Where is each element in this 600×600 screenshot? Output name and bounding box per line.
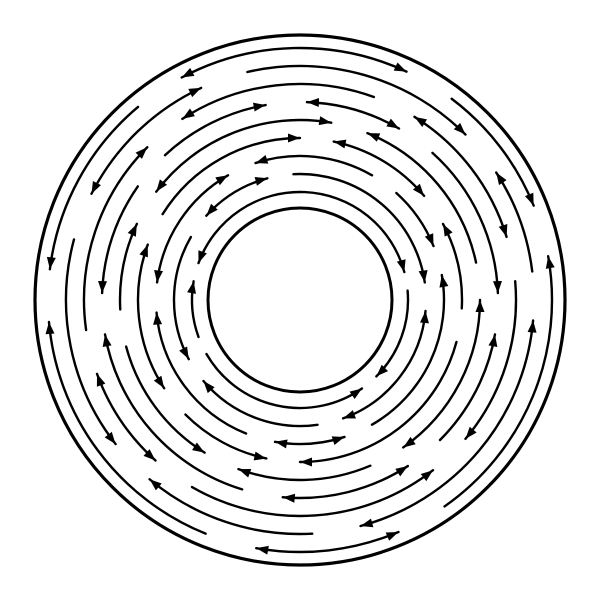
arrowhead-r8-a0-start — [546, 256, 555, 269]
arc-r1-a2 — [174, 237, 191, 359]
arrowhead-r5-a2-end — [103, 334, 112, 347]
arc-r2-a2 — [157, 313, 247, 434]
arrowhead-r2-a3-start — [154, 270, 163, 282]
arrowhead-r6-a5-start — [414, 117, 427, 127]
arc-r7-a4 — [247, 66, 465, 135]
outer-boundary-circle — [35, 35, 565, 565]
circular-arrows-diagram — [0, 0, 600, 600]
arrowhead-r0-a2-start — [350, 388, 362, 399]
arrowhead-r7-a3-start — [92, 181, 101, 194]
arrowhead-r4-a0-start — [476, 300, 485, 312]
arc-r0-a0 — [199, 192, 405, 272]
arc-r5-a4 — [165, 105, 266, 155]
arc-r6-a2 — [97, 374, 155, 461]
arrowhead-r5-a1-start — [395, 466, 408, 476]
arrowhead-r2-a5-end — [425, 233, 434, 246]
arrowhead-r8-a4-start — [182, 68, 195, 78]
arrowhead-r5-a3-start — [98, 281, 107, 293]
arrowhead-r7-a5-start — [496, 173, 506, 186]
arrowhead-r8-a1-end — [256, 546, 269, 555]
arc-r7-a0 — [361, 320, 534, 526]
arc-r8-a4 — [182, 48, 407, 77]
arrowhead-r7-a0-end — [361, 519, 374, 528]
arc-r8-a1 — [256, 532, 398, 552]
arc-r6-a0 — [465, 281, 516, 439]
arrowhead-r0-a3-end — [187, 281, 196, 294]
arrowhead-r6-a1-start — [421, 470, 433, 481]
arrowhead-r6-a2-end — [97, 374, 105, 387]
arrowhead-r5-a5-start — [307, 98, 319, 107]
arrowhead-r0-a0-start — [198, 250, 206, 263]
arc-r4-a2 — [126, 347, 204, 453]
arc-r1-a0 — [343, 311, 425, 418]
arrowhead-r2-a4-start — [256, 155, 269, 164]
arrowhead-r2-a3-end — [215, 175, 228, 185]
arrowhead-r1-a0-end — [343, 410, 356, 418]
arc-r3-a3 — [163, 138, 300, 214]
arrowhead-r1-a4-end — [419, 270, 428, 283]
arrowhead-r4-a1-end — [238, 469, 251, 477]
arc-r3-a5 — [443, 224, 462, 309]
arrowhead-r3-a2-start — [154, 376, 164, 389]
arrowhead-r8-a3-start — [47, 257, 56, 269]
arrowhead-r6-a5-end — [499, 224, 508, 237]
arrowhead-r2-a1-start — [332, 436, 345, 445]
arc-r3-a4 — [334, 142, 424, 196]
arc-r6-a1 — [192, 470, 433, 516]
arrowhead-r5-a5-end — [386, 119, 399, 129]
arrowhead-r1-a2-start — [179, 346, 189, 359]
arc-r2-a4 — [256, 156, 372, 175]
arrowhead-r8-a5-end — [525, 193, 534, 206]
arc-r5-a2 — [105, 334, 242, 489]
arrowhead-r4-a4-end — [319, 116, 332, 125]
arrowhead-r6-a4-start — [182, 109, 195, 119]
arc-r4-a5 — [367, 133, 476, 262]
arrowhead-r1-a3-end — [255, 177, 268, 186]
arc-r5-a1 — [283, 466, 408, 498]
arrowhead-r8-a4-end — [394, 62, 407, 71]
arrowhead-r3-a5-start — [443, 224, 453, 237]
inner-boundary-circle — [208, 208, 392, 392]
arrowhead-r3-a2-end — [139, 245, 147, 258]
arrowhead-r3-a3-end — [288, 134, 300, 143]
arc-r3-a1 — [185, 415, 266, 459]
arrowhead-r5-a6-end — [493, 281, 502, 293]
arrowhead-r5-a4-end — [253, 103, 266, 112]
arrowhead-r4-a3-end — [128, 224, 137, 237]
arc-r3-a0 — [300, 342, 456, 462]
arc-r7-a1 — [150, 479, 313, 534]
arrowhead-r7-a2-start — [105, 432, 116, 444]
arc-r0-a2 — [206, 354, 361, 408]
arrowhead-r2-a1-end — [275, 439, 288, 448]
arc-r7-a3 — [92, 88, 202, 194]
arc-r5-a6 — [432, 153, 497, 293]
arrowhead-r7-a3-end — [188, 88, 201, 97]
arc-r5-a0 — [440, 334, 495, 440]
arrowhead-r5-a0-start — [488, 334, 497, 347]
arc-r4-a3 — [120, 224, 137, 309]
arrowhead-r8-a1-start — [386, 532, 399, 541]
arrowhead-r2-a0-start — [439, 275, 448, 288]
arrowhead-r4-a5-start — [367, 133, 380, 142]
arc-r4-a1 — [238, 466, 370, 480]
arrowhead-r3-a0-end — [300, 458, 312, 467]
arc-r6-a4 — [182, 84, 374, 119]
arrowhead-r0-a0-end — [397, 259, 406, 272]
